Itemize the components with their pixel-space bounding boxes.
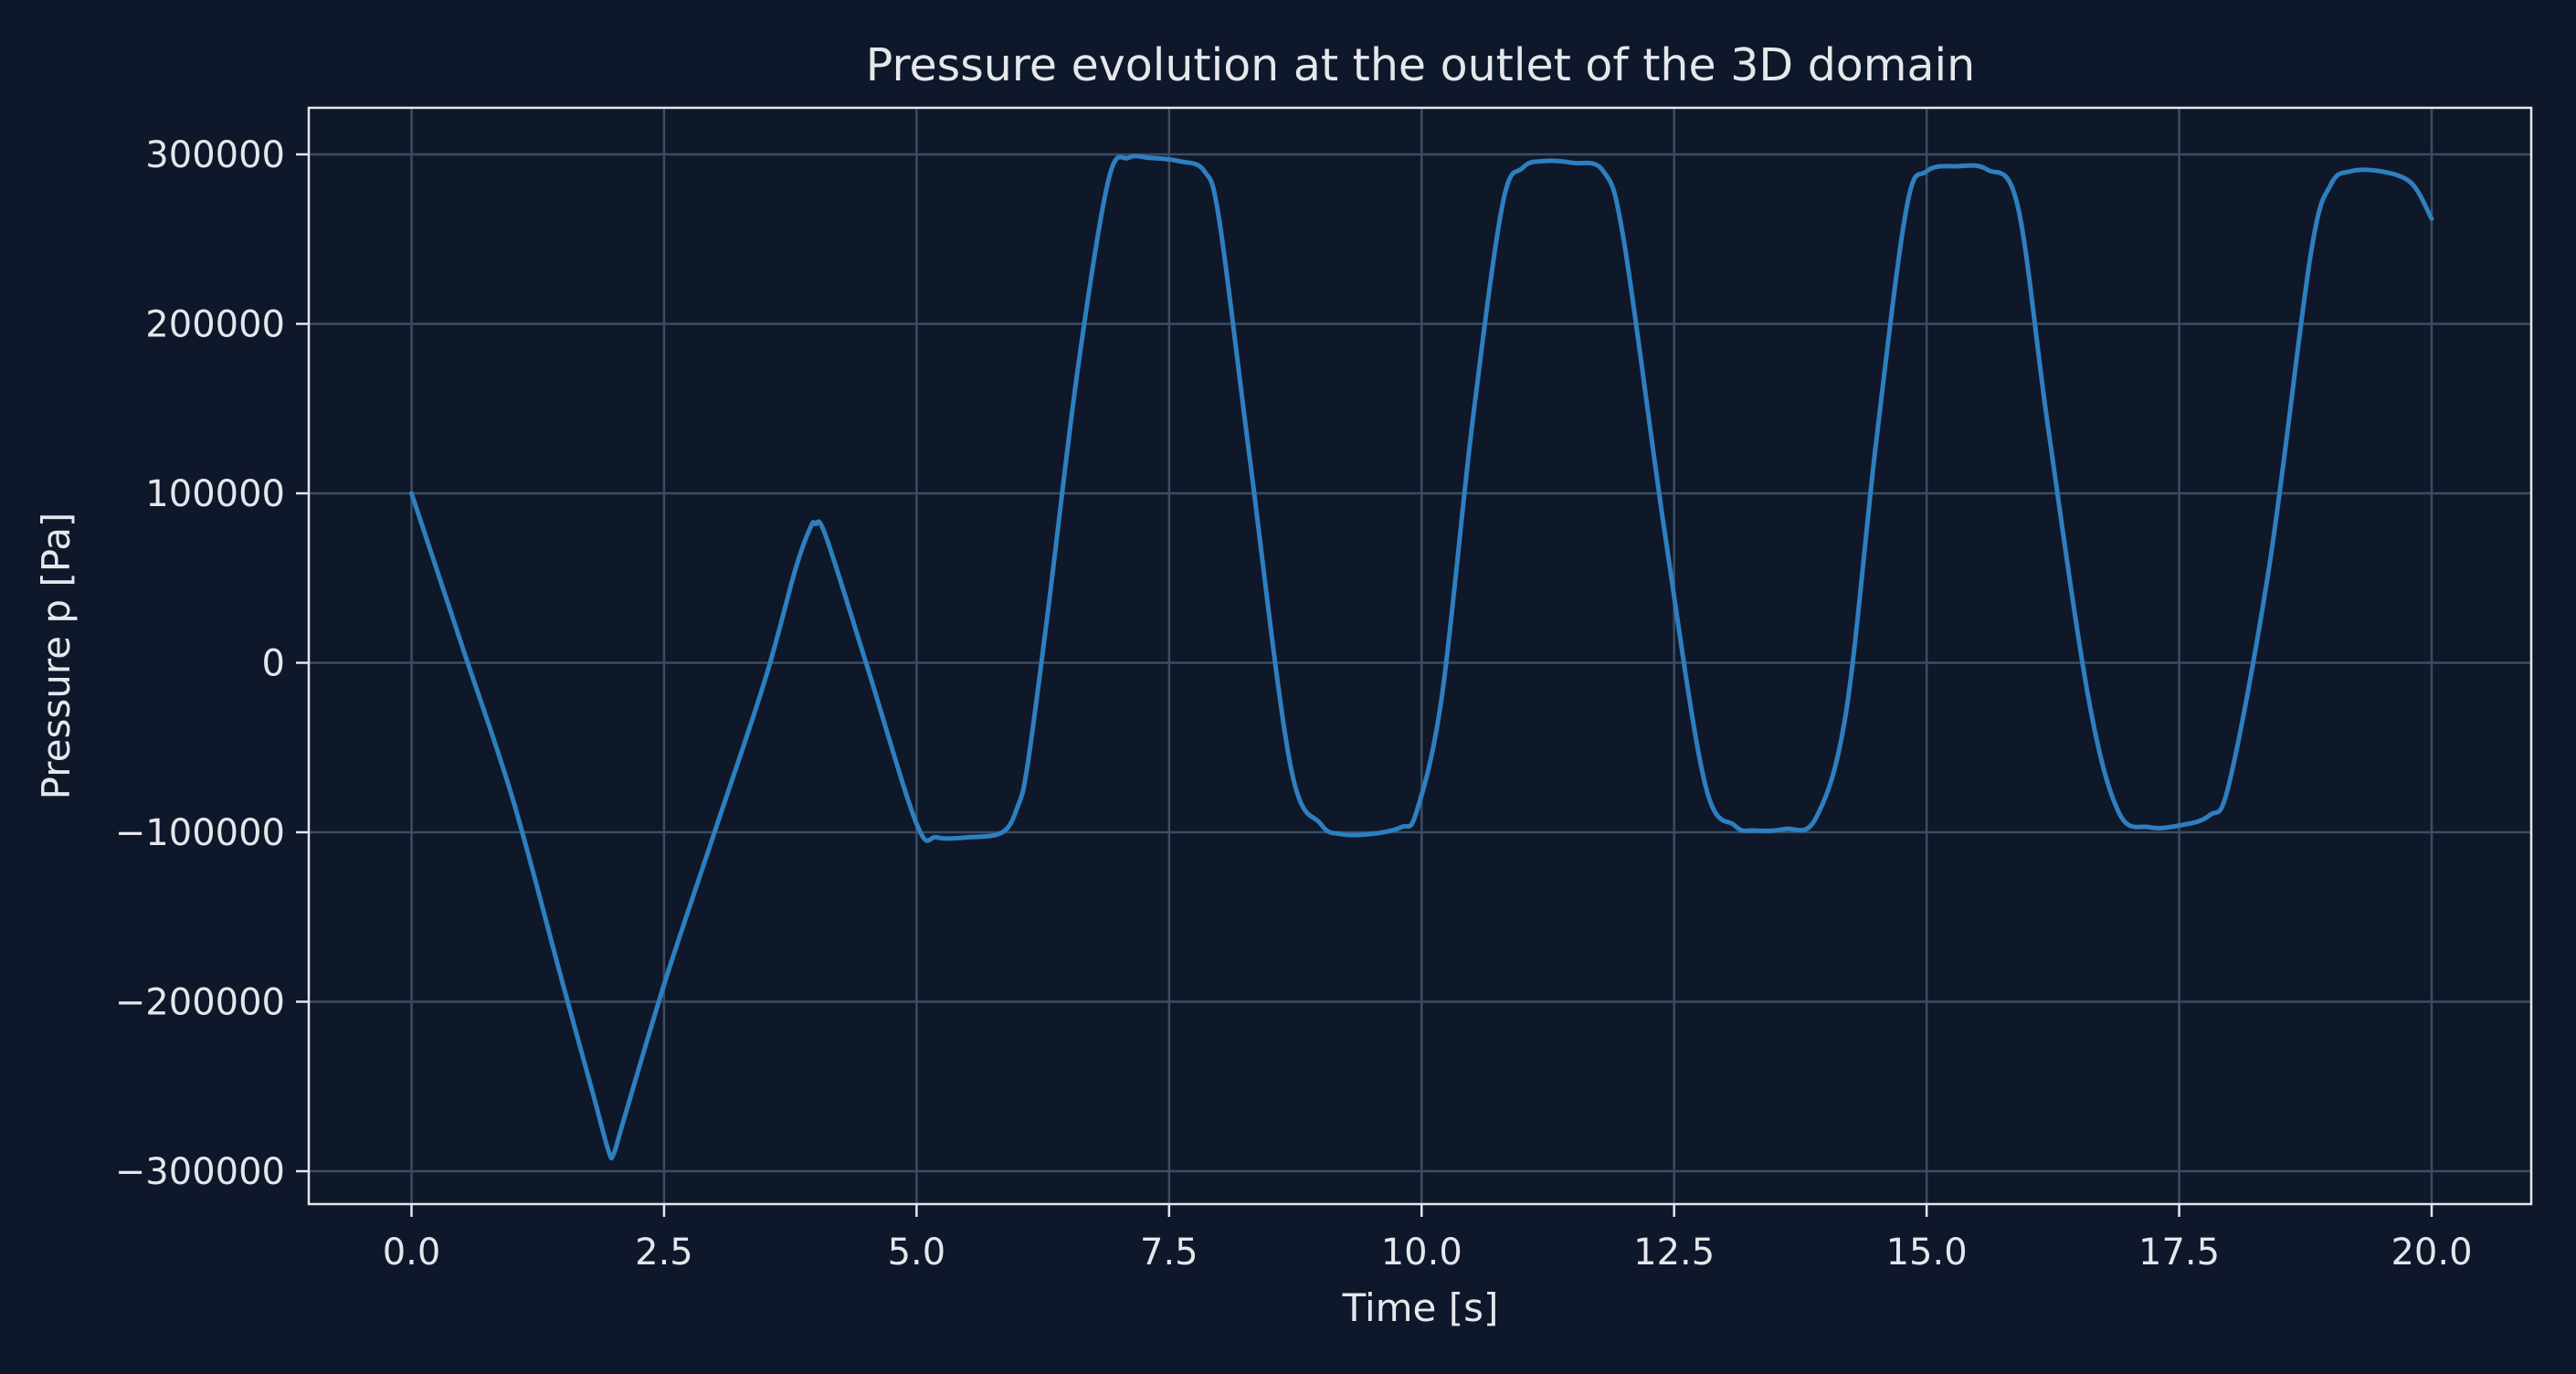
data-series <box>409 153 2434 1161</box>
x-axis-ticks: 0.0 2.5 5.0 7.5 10.0 12.5 15.0 17.5 20.0 <box>383 1204 2473 1274</box>
y-tick-label: −300000 <box>115 1151 285 1193</box>
y-tick-label: 300000 <box>145 134 285 176</box>
y-tick-label: 0 <box>262 643 285 685</box>
y-axis-label: Pressure p [Pa] <box>34 513 79 800</box>
pressure-line <box>409 153 2434 1161</box>
x-tick-label: 15.0 <box>1886 1231 1968 1274</box>
x-tick-label: 0.0 <box>383 1231 441 1274</box>
chart-title: Pressure evolution at the outlet of the … <box>866 39 1975 91</box>
y-tick-label: 100000 <box>145 473 285 515</box>
x-tick-label: 2.5 <box>635 1231 693 1274</box>
grid-lines <box>309 108 2531 1204</box>
x-tick-label: 12.5 <box>1633 1231 1715 1274</box>
x-tick-label: 7.5 <box>1140 1231 1198 1274</box>
x-tick-label: 5.0 <box>888 1231 946 1274</box>
x-tick-label: 17.5 <box>2138 1231 2220 1274</box>
x-tick-label: 10.0 <box>1381 1231 1462 1274</box>
y-tick-label: −100000 <box>115 812 285 854</box>
x-tick-label: 20.0 <box>2391 1231 2472 1274</box>
y-tick-label: −200000 <box>115 982 285 1024</box>
plot-frame <box>307 106 2533 1206</box>
y-tick-label: 200000 <box>145 304 285 346</box>
x-axis-label: Time [s] <box>1342 1285 1499 1330</box>
plot-area <box>309 108 2531 1204</box>
y-axis-ticks: 300000 200000 100000 0 −100000 −200000 −300000 <box>115 134 309 1193</box>
